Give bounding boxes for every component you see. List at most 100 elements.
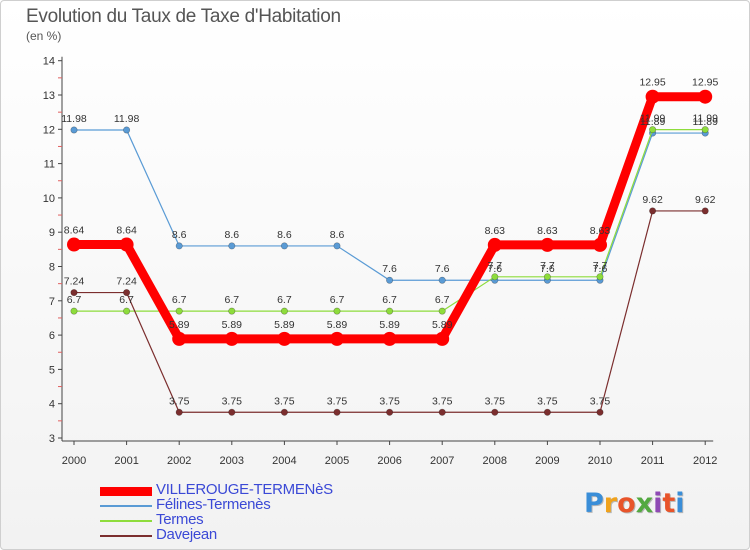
- data-point: [543, 273, 551, 281]
- y-tick-label: 7: [49, 296, 55, 308]
- data-label: 7.24: [116, 276, 137, 288]
- legend-swatch: [100, 535, 152, 537]
- data-point: [438, 276, 446, 284]
- data-label: 11.99: [640, 113, 666, 125]
- data-point: [543, 408, 551, 416]
- data-point: [175, 242, 183, 250]
- data-point: [123, 307, 131, 315]
- logo-letter: o: [617, 488, 636, 519]
- data-point: [491, 273, 499, 281]
- x-tick-label: 2011: [641, 455, 665, 467]
- data-label: 7.7: [593, 260, 608, 272]
- data-label: 7.7: [540, 260, 555, 272]
- data-label: 6.7: [382, 294, 397, 306]
- data-point: [280, 242, 288, 250]
- data-label: 3.75: [274, 395, 295, 407]
- data-label: 6.7: [330, 294, 345, 306]
- data-label: 3.75: [590, 395, 611, 407]
- data-label: 3.75: [327, 395, 348, 407]
- logo-letter: t: [662, 488, 676, 519]
- x-tick-label: 2002: [167, 455, 191, 467]
- x-tick-label: 2007: [430, 455, 454, 467]
- data-label: 9.62: [642, 194, 663, 206]
- y-tick-label: 5: [49, 364, 55, 376]
- data-label: 3.75: [485, 395, 506, 407]
- y-tick-label: 4: [49, 399, 55, 411]
- proxiti-logo: Proxiti: [584, 488, 685, 519]
- data-label: 6.7: [277, 294, 292, 306]
- data-label: 11.99: [692, 113, 718, 125]
- y-tick-label: 3: [49, 433, 55, 445]
- x-tick-label: 2004: [272, 455, 296, 467]
- data-label: 5.89: [327, 319, 348, 331]
- data-point: [596, 273, 604, 281]
- data-point: [228, 408, 236, 416]
- data-label: 6.7: [172, 294, 187, 306]
- data-label: 7.6: [382, 263, 397, 275]
- data-label: 3.75: [222, 395, 243, 407]
- x-tick-label: 2008: [483, 455, 507, 467]
- logo-letter: r: [603, 488, 618, 519]
- legend-label: VILLEROUGE-TERMENèS: [156, 481, 333, 498]
- data-label: 5.89: [432, 319, 453, 331]
- data-point: [487, 237, 502, 252]
- data-label: 11.89: [640, 116, 666, 128]
- data-label: 5.89: [222, 319, 243, 331]
- data-label: 7.24: [64, 276, 85, 288]
- legend-label: Termes: [156, 511, 204, 528]
- data-point: [596, 408, 604, 416]
- data-point: [228, 307, 236, 315]
- data-label: 7.6: [540, 263, 555, 275]
- y-tick-label: 11: [44, 159, 55, 171]
- data-point: [175, 408, 183, 416]
- data-label: 8.64: [116, 225, 137, 237]
- data-label: 8.6: [277, 229, 292, 241]
- legend-label: Davejean: [156, 526, 217, 543]
- logo-letter: i: [653, 488, 663, 519]
- logo-letter: P: [584, 488, 604, 519]
- data-point: [70, 126, 78, 134]
- data-point: [119, 237, 134, 252]
- data-point: [386, 307, 394, 315]
- data-label: 8.64: [64, 225, 85, 237]
- data-point: [224, 331, 239, 346]
- data-point: [280, 307, 288, 315]
- data-label: 3.75: [432, 395, 453, 407]
- data-point: [382, 331, 397, 346]
- chart-title: Evolution du Taux de Taxe d'Habitation: [26, 6, 341, 27]
- data-point: [123, 126, 131, 134]
- data-label: 5.89: [379, 319, 400, 331]
- data-label: 7.6: [487, 263, 502, 275]
- x-tick-label: 2005: [325, 455, 349, 467]
- data-point: [330, 331, 344, 346]
- data-point: [386, 276, 394, 284]
- data-point: [491, 408, 499, 416]
- x-tick-label: 2006: [377, 455, 401, 467]
- data-point: [593, 237, 607, 252]
- data-label: 8.63: [485, 225, 506, 237]
- data-point: [70, 307, 78, 315]
- data-label: 11.89: [692, 116, 718, 128]
- legend-swatch: [100, 505, 152, 507]
- data-point: [649, 207, 657, 215]
- legend-swatch: [100, 487, 152, 496]
- data-point: [67, 237, 81, 252]
- data-point: [701, 126, 709, 134]
- legend-swatch: [100, 520, 152, 522]
- x-tick-label: 2009: [535, 455, 559, 467]
- x-tick-label: 2003: [220, 455, 244, 467]
- data-label: 7.6: [435, 263, 450, 275]
- y-tick-label: 9: [49, 227, 55, 239]
- data-label: 8.63: [590, 225, 611, 237]
- data-point: [438, 408, 446, 416]
- data-label: 6.7: [224, 294, 239, 306]
- x-tick-label: 2000: [62, 455, 86, 467]
- y-tick-label: 12: [43, 124, 55, 136]
- y-tick-label: 13: [43, 90, 55, 102]
- data-label: 6.7: [67, 294, 82, 306]
- y-tick-label: 6: [49, 330, 55, 342]
- data-label: 3.75: [537, 395, 558, 407]
- data-label: 8.63: [537, 225, 558, 237]
- y-tick-label: 14: [43, 56, 55, 68]
